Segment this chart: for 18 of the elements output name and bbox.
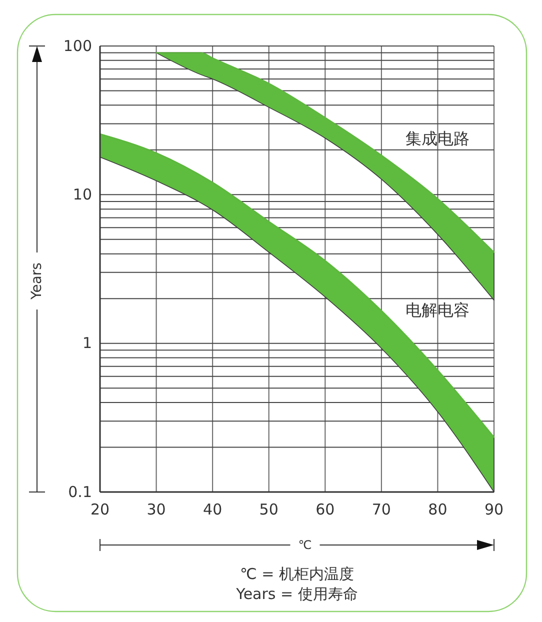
x-tick-label: 20	[90, 500, 110, 519]
x-tick-label: 90	[484, 500, 504, 519]
x-tick-label: 40	[203, 500, 222, 519]
y-axis-title: Years	[29, 262, 45, 300]
series-label: 集成电路	[406, 129, 470, 148]
x-tick-label: 80	[428, 500, 448, 519]
x-tick-label: 60	[316, 500, 335, 519]
x-tick-label: 30	[146, 500, 166, 519]
x-tick-label: 70	[372, 500, 391, 519]
x-axis-title: ℃	[298, 538, 312, 552]
text: ℃ = 机柜内温度	[240, 565, 354, 583]
y-tick-label: 10	[72, 185, 92, 204]
y-tick-label: 0.1	[68, 482, 92, 501]
y-tick-label: 100	[63, 36, 92, 55]
y-tick-label: 1	[82, 334, 92, 352]
text: Years = 使用寿命	[235, 585, 358, 603]
series-label: 电解电容	[406, 300, 470, 320]
x-tick-label: 50	[259, 500, 278, 519]
